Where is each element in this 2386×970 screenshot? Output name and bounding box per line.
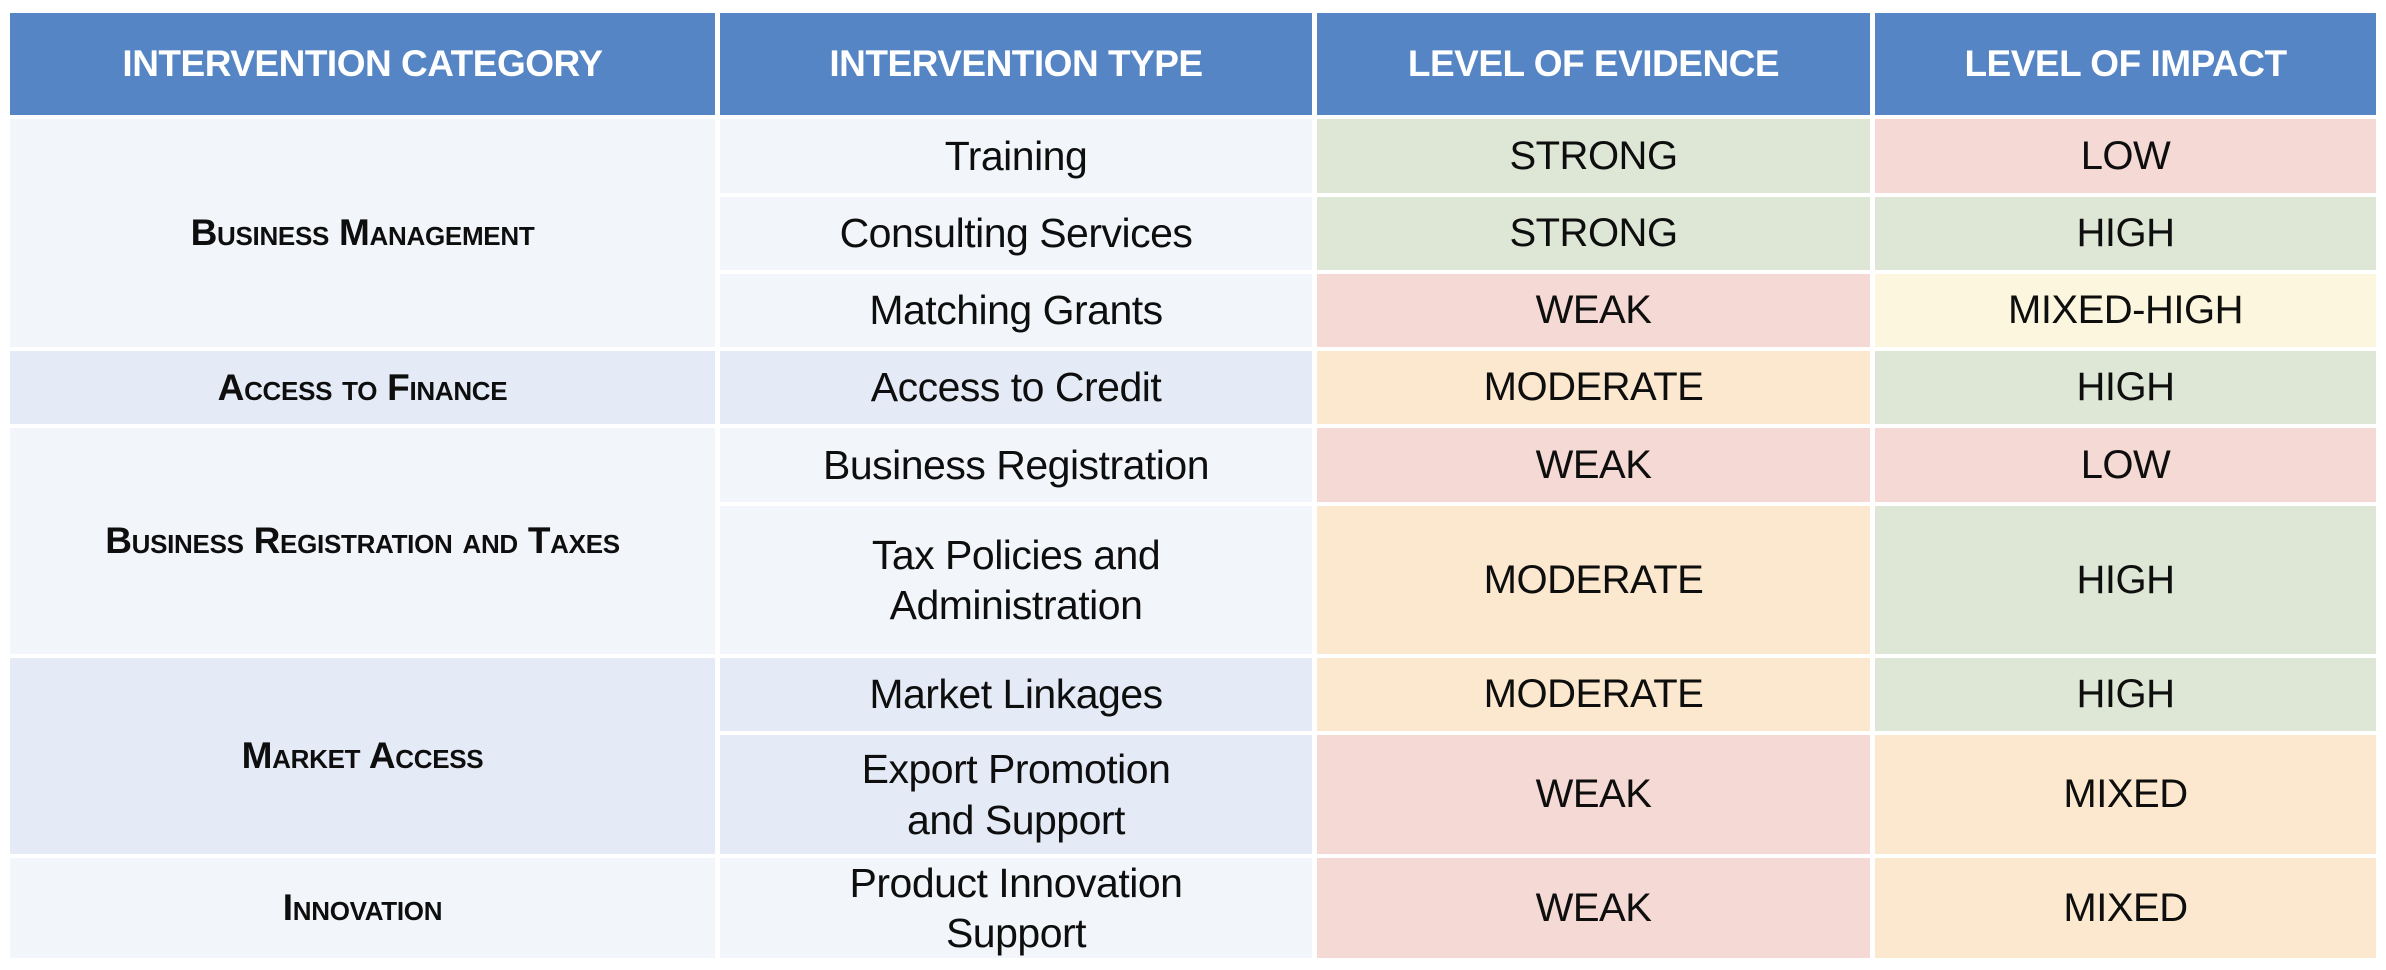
evidence-cell: WEAK bbox=[1317, 735, 1870, 854]
type-cell: Business Registration bbox=[720, 428, 1312, 502]
evidence-cell: WEAK bbox=[1317, 858, 1870, 958]
impact-cell: HIGH bbox=[1875, 351, 2376, 424]
category-cell-business-registration-and-taxes: Business Registration and Taxes bbox=[10, 428, 715, 654]
type-cell: Training bbox=[720, 119, 1312, 193]
type-cell: Tax Policies and Administration bbox=[720, 506, 1312, 654]
category-cell-business-management: Business Management bbox=[10, 119, 715, 347]
type-cell: Access to Credit bbox=[720, 351, 1312, 424]
impact-cell: MIXED bbox=[1875, 735, 2376, 854]
evidence-cell: WEAK bbox=[1317, 428, 1870, 502]
evidence-cell: MODERATE bbox=[1317, 506, 1870, 654]
impact-cell: MIXED bbox=[1875, 858, 2376, 958]
header-level-of-impact: LEVEL OF IMPACT bbox=[1875, 13, 2376, 115]
type-cell: Consulting Services bbox=[720, 197, 1312, 270]
type-cell: Market Linkages bbox=[720, 658, 1312, 731]
type-cell: Export Promotion and Support bbox=[720, 735, 1312, 854]
evidence-impact-table: INTERVENTION CATEGORY INTERVENTION TYPE … bbox=[10, 13, 2376, 962]
evidence-cell: MODERATE bbox=[1317, 351, 1870, 424]
type-cell: Matching Grants bbox=[720, 274, 1312, 347]
category-cell-market-access: Market Access bbox=[10, 658, 715, 854]
evidence-cell: WEAK bbox=[1317, 274, 1870, 347]
impact-cell: HIGH bbox=[1875, 197, 2376, 270]
impact-cell: LOW bbox=[1875, 119, 2376, 193]
impact-cell: LOW bbox=[1875, 428, 2376, 502]
category-cell-innovation: Innovation bbox=[10, 858, 715, 958]
evidence-cell: STRONG bbox=[1317, 197, 1870, 270]
evidence-cell: STRONG bbox=[1317, 119, 1870, 193]
header-intervention-type: INTERVENTION TYPE bbox=[720, 13, 1312, 115]
type-cell: Product Innovation Support bbox=[720, 858, 1312, 958]
impact-cell: HIGH bbox=[1875, 658, 2376, 731]
evidence-cell: MODERATE bbox=[1317, 658, 1870, 731]
header-intervention-category: INTERVENTION CATEGORY bbox=[10, 13, 715, 115]
category-cell-access-to-finance: Access to Finance bbox=[10, 351, 715, 424]
impact-cell: MIXED-HIGH bbox=[1875, 274, 2376, 347]
header-level-of-evidence: LEVEL OF EVIDENCE bbox=[1317, 13, 1870, 115]
impact-cell: HIGH bbox=[1875, 506, 2376, 654]
